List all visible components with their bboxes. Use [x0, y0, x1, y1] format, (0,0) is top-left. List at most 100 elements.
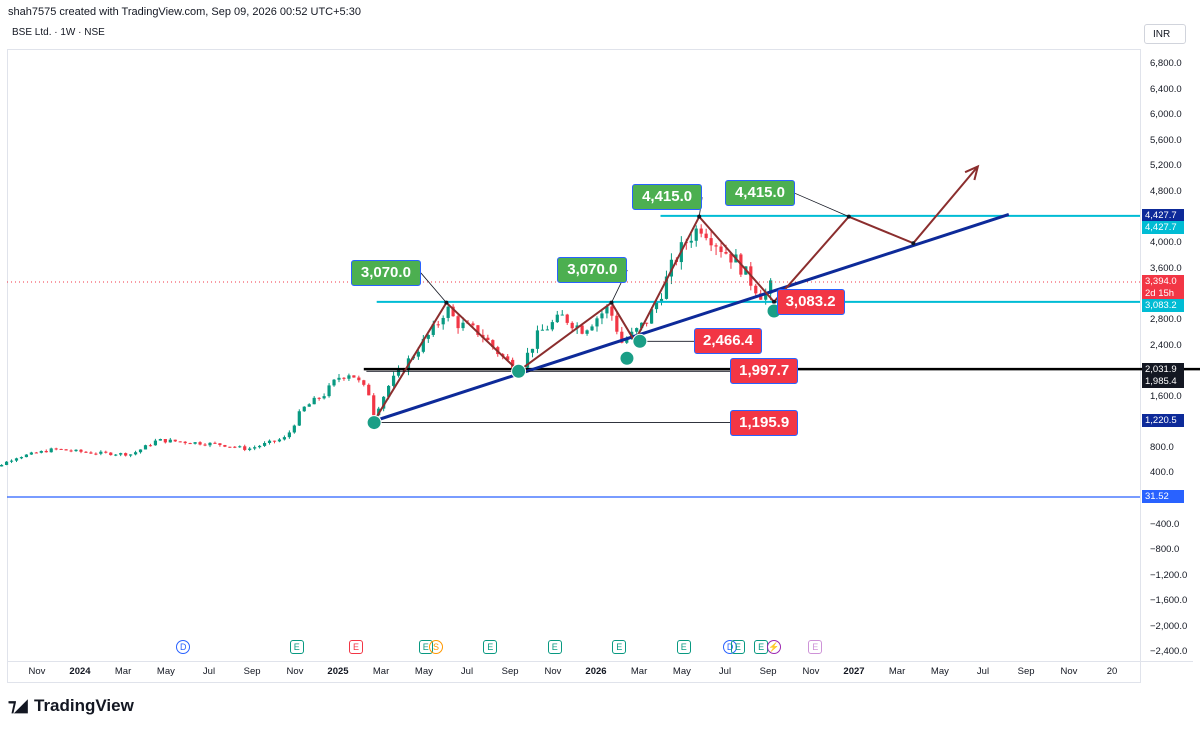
candle-body [89, 452, 93, 454]
chart-plot-area[interactable] [7, 49, 1141, 683]
x-tick-label: Sep [501, 666, 519, 677]
price-label-red: 1,997.7 [730, 358, 799, 385]
x-tick-label: 20 [1106, 666, 1118, 677]
candle-body [153, 440, 158, 446]
x-tick-label: 2027 [843, 666, 865, 677]
candle-body [625, 338, 629, 343]
x-tick-label: Mar [114, 666, 132, 677]
price-tag: 2d 15h [1142, 287, 1184, 301]
candle-body [173, 439, 177, 442]
candle-body [94, 453, 98, 455]
x-tick-label: Sep [759, 666, 777, 677]
candle-body [431, 324, 435, 335]
price-label-green: 4,415.0 [632, 184, 703, 211]
candle-body [282, 437, 287, 440]
tradingview-logo[interactable]: ⁊◢ TradingView [8, 696, 134, 716]
event-marker-split: S [429, 640, 444, 654]
event-marker-d: D [723, 640, 738, 654]
candle-body [228, 446, 232, 448]
candle-body [203, 444, 207, 446]
candle-body [382, 396, 386, 409]
brand-name: TradingView [34, 696, 134, 715]
swing-point-dot [366, 415, 382, 431]
candle-body [39, 450, 43, 453]
candle-body [635, 328, 639, 332]
candle-body [49, 448, 53, 453]
price-label-green: 3,070.0 [350, 259, 421, 286]
candle-body [193, 442, 197, 444]
candle-body [362, 380, 366, 385]
candle-body [426, 334, 430, 339]
candle-body [649, 309, 654, 324]
candle-body [218, 443, 222, 446]
x-tick-label: May [930, 666, 949, 677]
candle-body [446, 306, 450, 318]
y-tick-label: −2,400.0 [1150, 646, 1188, 658]
y-tick-label: 4,000.0 [1150, 237, 1182, 249]
event-marker-d: D [176, 640, 191, 654]
y-tick-label: −400.0 [1150, 518, 1180, 530]
candle-body [262, 442, 267, 446]
candle-body [396, 368, 401, 376]
candle-body [59, 448, 63, 450]
candle-body [223, 445, 227, 447]
candle-body [595, 318, 599, 327]
candle-body [183, 441, 187, 444]
x-tick-label: Nov [544, 666, 562, 677]
x-tick-label: Jul [460, 666, 474, 677]
candle-body [754, 285, 758, 294]
candle-body [233, 446, 237, 448]
candle-body [580, 325, 584, 334]
candle-body [714, 245, 718, 247]
candle-body [540, 329, 545, 331]
candle-body [694, 228, 698, 241]
candle-body [719, 246, 723, 253]
candle-body [640, 322, 644, 329]
candle-body [143, 445, 148, 450]
y-tick-label: −1,200.0 [1150, 569, 1188, 581]
candle-body [124, 453, 128, 456]
price-label-red: 2,466.4 [694, 328, 763, 355]
candle-body [248, 448, 252, 450]
x-tick-label: Mar [372, 666, 390, 677]
event-marker-e: E [730, 640, 745, 654]
currency-button[interactable]: INR [1144, 24, 1186, 44]
x-tick-label: 2026 [585, 666, 607, 677]
event-marker-e: E [547, 640, 562, 654]
y-tick-label: 3,600.0 [1150, 262, 1182, 274]
event-marker-e: E [612, 640, 627, 654]
candle-body [312, 397, 316, 405]
x-tick-label: Nov [1060, 666, 1078, 677]
label-leader-line [794, 192, 849, 218]
candle-body [416, 351, 420, 357]
candle-body [138, 449, 143, 453]
x-tick-label: May [672, 666, 691, 677]
candle-body [14, 458, 19, 461]
price-tag: 3,394.0 [1142, 275, 1184, 289]
candle-body [476, 325, 480, 335]
candle-body [129, 454, 133, 456]
candle-body [545, 329, 549, 331]
symbol-line[interactable]: BSE Ltd. · 1W · NSE [12, 27, 105, 38]
candle-body [729, 253, 733, 263]
candle-body [610, 306, 614, 316]
event-marker-e: E [289, 640, 304, 654]
candle-body [44, 450, 48, 453]
price-tag: 4,427.7 [1142, 221, 1184, 235]
candle-body [19, 457, 24, 459]
candle-body [198, 442, 202, 445]
candle-body [243, 446, 247, 450]
candle-body [317, 397, 321, 399]
candle-body [213, 442, 217, 444]
candle-body [570, 322, 574, 329]
candle-body [347, 375, 351, 379]
candle-body [530, 348, 535, 353]
candle-body [9, 460, 14, 462]
candle-body [258, 445, 262, 448]
candle-body [114, 454, 118, 456]
candle-body [99, 451, 103, 454]
candle-body [163, 439, 167, 443]
candle-body [253, 447, 257, 449]
candle-body [119, 453, 123, 455]
